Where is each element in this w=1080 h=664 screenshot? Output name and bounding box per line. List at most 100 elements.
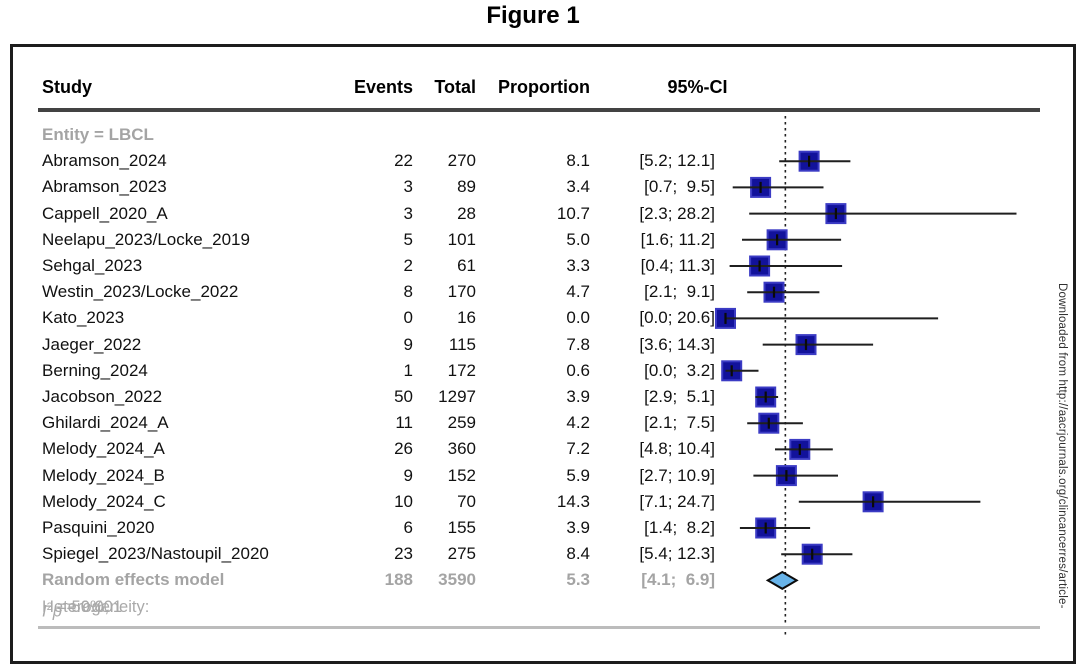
summary-row: Random effects model 188 3590 5.3 [4.1; … (0, 567, 1080, 593)
bottom-rule (38, 626, 1040, 629)
ci-cell: [4.8; 10.4] (639, 439, 715, 459)
table-row: Abramson_2023 3 89 3.4 [0.7; 9.5] (0, 174, 1080, 200)
proportion-cell: 7.2 (566, 439, 590, 459)
table-row: Pasquini_2020 6 155 3.9 [1.4; 8.2] (0, 515, 1080, 541)
total-cell: 28 (457, 203, 476, 223)
events-cell: 5 (403, 229, 413, 249)
ci-cell: [3.6; 14.3] (639, 334, 715, 354)
total-cell: 275 (447, 544, 476, 564)
summary-name-cell: Random effects model (42, 570, 225, 589)
figure-frame (10, 44, 1076, 664)
table-row: Melody_2024_C 10 70 14.3 [7.1; 24.7] (0, 489, 1080, 515)
events-cell: 2 (403, 256, 413, 275)
table-row: Jacobson_2022 50 1297 3.9 [2.9; 5.1] (0, 384, 1080, 410)
proportion-cell: 4.2 (566, 413, 590, 433)
total-cell: 170 (447, 282, 476, 302)
summary-events-cell: 188 (384, 570, 413, 589)
events-cell: 3 (403, 177, 413, 197)
proportion-cell: 10.7 (556, 203, 590, 223)
total-cell: 101 (447, 229, 476, 249)
total-cell: 70 (457, 491, 476, 511)
proportion-cell: 3.9 (566, 387, 590, 406)
events-cell: 1 (403, 360, 413, 380)
table-row: Ghilardi_2024_A 11 259 4.2 [2.1; 7.5] (0, 410, 1080, 436)
col-header-events: Events (353, 77, 413, 97)
study-name-cell: Sehgal_2023 (42, 256, 143, 275)
study-name-cell: Jacobson_2022 (42, 387, 163, 406)
total-cell: 61 (457, 256, 476, 275)
total-cell: 360 (447, 439, 476, 459)
proportion-cell: 3.4 (566, 177, 590, 197)
col-header-total: Total (434, 77, 476, 97)
ci-cell: [1.4; 8.2] (644, 518, 715, 537)
proportion-cell: 14.3 (556, 491, 590, 511)
group-label: Entity = LBCL (42, 125, 154, 144)
events-cell: 8 (403, 282, 413, 302)
table-row: Melody_2024_A 26 360 7.2 [4.8; 10.4] (0, 436, 1080, 462)
col-header-study: Study (42, 77, 93, 97)
summary-total-cell: 3590 (438, 570, 476, 589)
ci-cell: [1.6; 11.2] (640, 229, 715, 249)
summary-diamond (765, 570, 799, 590)
ci-cell: [2.3; 28.2] (639, 203, 715, 223)
table-row: Kato_2023 0 16 0.0 [0.0; 20.6] (0, 305, 1080, 331)
summary-ci-cell: [4.1; 6.9] (641, 570, 715, 589)
ci-cell: [2.1; 9.1] (644, 282, 715, 302)
ci-cell: [0.0; 20.6] (639, 308, 715, 328)
ci-cell: [2.1; 7.5] (644, 413, 715, 433)
events-cell: 23 (394, 544, 413, 564)
table-row: Spiegel_2023/Nastoupil_2020 23 275 8.4 [5.4;… (0, 541, 1080, 567)
proportion-cell: 8.4 (566, 544, 590, 564)
proportion-cell: 5.9 (566, 465, 590, 485)
study-name-cell: Jaeger_2022 (42, 334, 142, 354)
study-name-cell: Berning_2024 (42, 360, 148, 380)
study-name-cell: Melody_2024_B (42, 465, 165, 485)
events-cell: 26 (394, 439, 413, 459)
col-header-ci: 95%-CI (667, 77, 728, 97)
download-watermark: Downloaded from http://aacrjournals.org/… (1056, 283, 1068, 609)
total-cell: 115 (448, 334, 476, 354)
figure-title: Figure 1 (486, 2, 580, 29)
table-row: Berning_2024 1 172 0.6 [0.0; 3.2] (0, 358, 1080, 384)
ci-cell: [2.7; 10.9] (639, 465, 715, 485)
table-row: Melody_2024_B 9 152 5.9 [2.7; 10.9] (0, 463, 1080, 489)
events-cell: 9 (403, 465, 413, 485)
table-row: Jaeger_2022 9 115 7.8 [3.6; 14.3] (0, 332, 1080, 358)
total-cell: 270 (447, 151, 476, 171)
table-row: Sehgal_2023 2 61 3.3 [0.4; 11.3] (0, 253, 1080, 279)
events-cell: 3 (403, 203, 413, 223)
ci-cell: [0.0; 3.2] (644, 360, 715, 380)
total-cell: 155 (447, 518, 476, 537)
study-name-cell: Cappell_2020_A (42, 203, 168, 223)
group-label-row: Entity = LBCL (0, 122, 1080, 148)
proportion-cell: 4.7 (566, 282, 590, 302)
proportion-cell: 3.3 (566, 256, 590, 275)
header-rule (38, 108, 1040, 112)
total-cell: 259 (447, 413, 476, 433)
col-header-proportion: Proportion (498, 77, 590, 97)
study-name-cell: Ghilardi_2024_A (42, 413, 169, 433)
study-name-cell: Spiegel_2023/Nastoupil_2020 (42, 544, 269, 564)
study-name-cell: Kato_2023 (42, 308, 125, 328)
proportion-cell: 5.0 (566, 229, 590, 249)
study-name-cell: Neelapu_2023/Locke_2019 (42, 229, 250, 249)
table-row: Abramson_2024 22 270 8.1 [5.2; 12.1] (0, 148, 1080, 174)
table-row: Westin_2023/Locke_2022 8 170 4.7 [2.1; 9.1] (0, 279, 1080, 305)
ci-cell: [5.4; 12.3] (639, 544, 715, 564)
events-cell: 9 (403, 334, 413, 354)
proportion-cell: 0.6 (566, 360, 590, 380)
total-cell: 16 (457, 308, 476, 328)
total-cell: 172 (447, 360, 476, 380)
table-row: Cappell_2020_A 3 28 10.7 [2.3; 28.2] (0, 201, 1080, 227)
events-cell: 10 (394, 491, 413, 511)
table-row: Neelapu_2023/Locke_2019 5 101 5.0 [1.6; 11.2… (0, 227, 1080, 253)
study-name-cell: Abramson_2024 (42, 151, 167, 171)
events-cell: 0 (403, 308, 413, 328)
proportion-cell: 8.1 (566, 151, 590, 171)
events-cell: 11 (395, 413, 413, 433)
proportion-cell: 3.9 (566, 518, 590, 537)
ci-cell: [2.9; 5.1] (644, 387, 715, 406)
study-name-cell: Melody_2024_C (42, 491, 166, 511)
ci-cell: [0.4; 11.3] (640, 256, 715, 275)
total-cell: 1297 (438, 387, 476, 406)
